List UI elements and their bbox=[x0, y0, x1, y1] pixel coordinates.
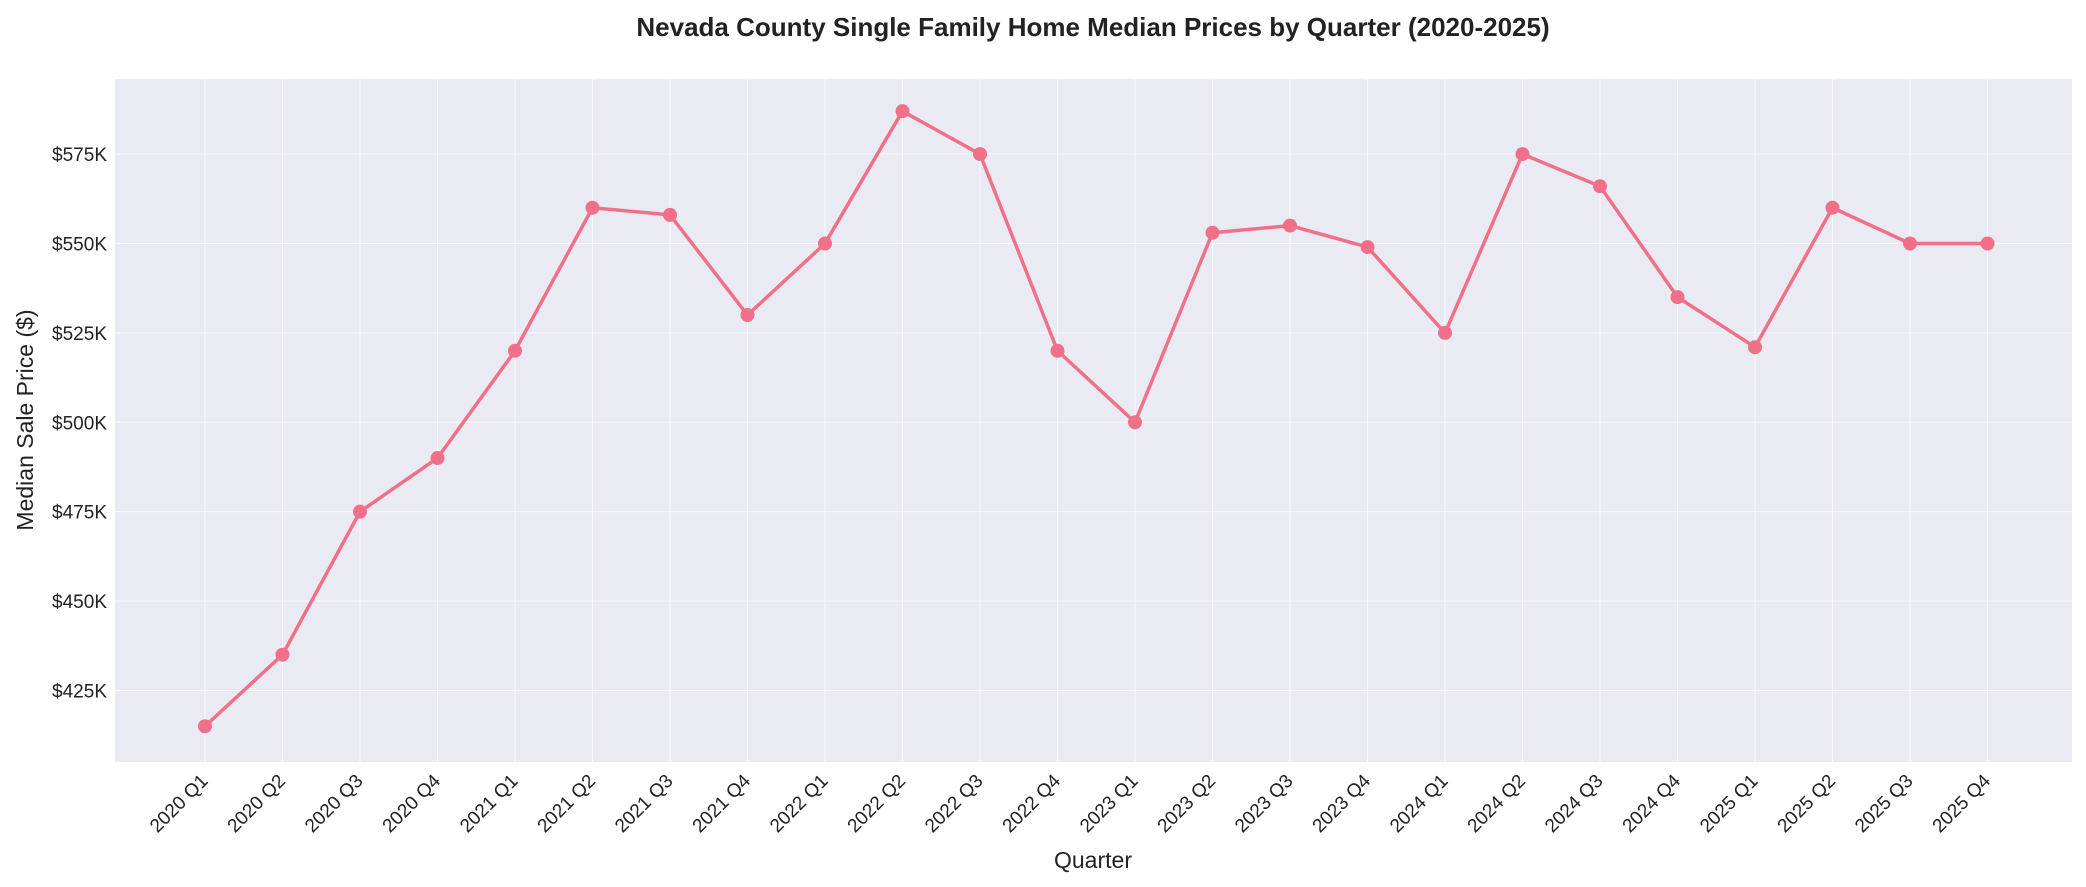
data-point bbox=[1980, 236, 1995, 251]
plot-area bbox=[115, 79, 2072, 762]
y-tick-label: $525K bbox=[52, 324, 107, 345]
data-point bbox=[508, 343, 522, 358]
data-point bbox=[353, 504, 367, 519]
data-point bbox=[1748, 340, 1762, 355]
y-tick-label: $500K bbox=[52, 413, 107, 434]
data-point bbox=[1593, 179, 1607, 194]
x-tick-label: 2025 Q1 bbox=[1696, 771, 1762, 837]
y-tick-label: $550K bbox=[52, 234, 107, 255]
x-tick-label: 2021 Q2 bbox=[534, 771, 600, 837]
data-point bbox=[585, 200, 600, 215]
chart-title: Nevada County Single Family Home Median … bbox=[636, 12, 1549, 42]
x-tick-label: 2025 Q2 bbox=[1774, 771, 1840, 837]
y-axis-label: Median Sale Price ($) bbox=[12, 309, 38, 530]
x-tick-label: 2022 Q3 bbox=[921, 771, 987, 837]
x-tick-label: 2025 Q4 bbox=[1929, 770, 1996, 837]
x-tick-label: 2020 Q4 bbox=[379, 770, 446, 837]
x-tick-label: 2022 Q2 bbox=[844, 771, 910, 837]
data-point bbox=[740, 308, 755, 323]
y-tick-label: $425K bbox=[52, 681, 107, 702]
y-tick-label: $475K bbox=[52, 503, 107, 524]
x-tick-label: 2021 Q3 bbox=[611, 771, 677, 837]
x-axis-label: Quarter bbox=[1054, 847, 1132, 873]
x-tick-label: 2025 Q3 bbox=[1851, 771, 1917, 837]
data-point bbox=[1670, 290, 1685, 305]
data-point bbox=[1283, 218, 1297, 233]
x-tick-label: 2024 Q3 bbox=[1541, 771, 1607, 837]
data-point bbox=[973, 147, 987, 162]
data-point bbox=[895, 104, 910, 119]
x-tick-label: 2021 Q1 bbox=[456, 771, 522, 837]
x-tick-label: 2022 Q4 bbox=[999, 770, 1066, 837]
data-point bbox=[1360, 240, 1375, 255]
data-point bbox=[198, 719, 212, 734]
data-point bbox=[430, 451, 445, 466]
x-tick-label: 2024 Q4 bbox=[1619, 770, 1686, 837]
x-tick-label: 2020 Q2 bbox=[224, 771, 290, 837]
data-point bbox=[275, 647, 290, 662]
x-tick-label: 2023 Q1 bbox=[1076, 771, 1142, 837]
data-point bbox=[1825, 200, 1840, 215]
x-tick-label: 2022 Q1 bbox=[766, 771, 832, 837]
data-point bbox=[818, 236, 832, 251]
series-layer bbox=[198, 104, 1995, 734]
series-line bbox=[203, 109, 1990, 728]
data-point bbox=[663, 207, 677, 222]
y-axis: $425K $450K $475K $500K $525K $550K $575K bbox=[52, 145, 107, 702]
x-tick-label: 2020 Q1 bbox=[146, 771, 212, 837]
data-point bbox=[1438, 325, 1452, 340]
data-point bbox=[1205, 225, 1220, 240]
data-point bbox=[1515, 147, 1530, 162]
x-tick-label: 2024 Q2 bbox=[1464, 771, 1530, 837]
x-tick-label: 2023 Q2 bbox=[1154, 771, 1220, 837]
grid bbox=[115, 79, 2072, 762]
x-tick-label: 2021 Q4 bbox=[689, 770, 756, 837]
x-tick-label: 2023 Q4 bbox=[1309, 770, 1376, 837]
x-tick-label: 2024 Q1 bbox=[1386, 771, 1452, 837]
y-tick-label: $575K bbox=[52, 145, 107, 166]
data-point bbox=[1128, 415, 1142, 430]
data-point bbox=[1050, 343, 1065, 358]
y-tick-label: $450K bbox=[52, 592, 107, 613]
x-tick-label: 2020 Q3 bbox=[301, 771, 367, 837]
data-point bbox=[1903, 236, 1917, 251]
x-axis: 2020 Q1 2020 Q2 2020 Q3 2020 Q4 2021 Q1 2021 … bbox=[146, 770, 1995, 837]
x-tick-label: 2023 Q3 bbox=[1231, 771, 1297, 837]
